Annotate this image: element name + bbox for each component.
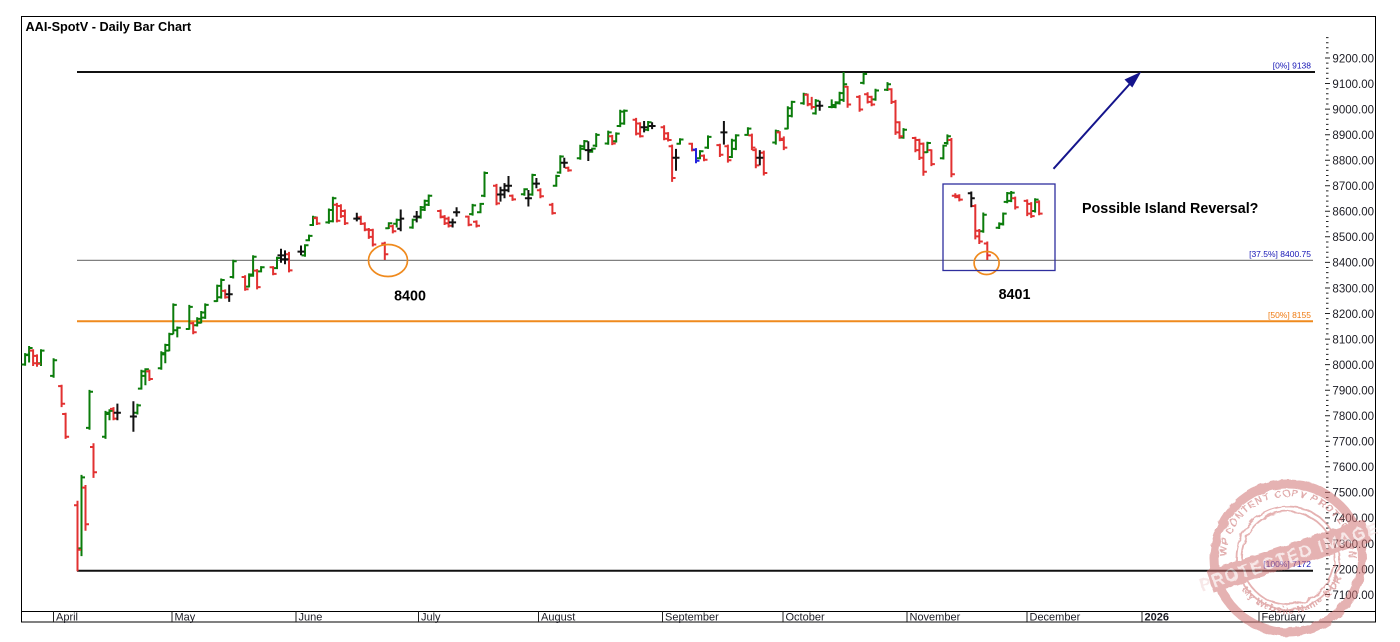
svg-text:December: December [1030,612,1081,624]
svg-text:February: February [1262,612,1307,624]
svg-text:8400.00: 8400.00 [1332,258,1374,270]
svg-text:My Website Name & URL Here: My Website Name & URL Here [0,0,1344,617]
svg-text:7500.00: 7500.00 [1332,488,1374,500]
svg-text:8600.00: 8600.00 [1332,207,1374,219]
svg-text:7900.00: 7900.00 [1332,386,1374,398]
svg-text:July: July [421,612,441,624]
svg-text:8700.00: 8700.00 [1332,181,1374,193]
svg-text:Possible Island Reversal?: Possible Island Reversal? [1082,201,1258,217]
svg-text:8900.00: 8900.00 [1332,130,1374,142]
svg-text:[37.5%] 8400.75: [37.5%] 8400.75 [1249,249,1311,259]
svg-text:8200.00: 8200.00 [1332,309,1374,321]
svg-text:October: October [786,612,825,624]
svg-text:8300.00: 8300.00 [1332,283,1374,295]
svg-text:[50%] 8155: [50%] 8155 [1268,310,1311,320]
svg-text:April: April [56,612,78,624]
svg-text:8400: 8400 [394,289,426,305]
svg-text:8000.00: 8000.00 [1332,360,1374,372]
svg-text:9000.00: 9000.00 [1332,104,1374,116]
svg-text:7800.00: 7800.00 [1332,411,1374,423]
svg-text:8100.00: 8100.00 [1332,334,1374,346]
svg-text:8401: 8401 [999,287,1031,303]
svg-text:9100.00: 9100.00 [1332,79,1374,91]
svg-text:November: November [910,612,961,624]
svg-text:AAI-SpotV - Daily Bar Chart: AAI-SpotV - Daily Bar Chart [26,20,192,34]
svg-text:WP CONTENT COPY PROTECTION PLU: WP CONTENT COPY PROTECTION PLUGIN [0,0,1357,560]
svg-text:7700.00: 7700.00 [1332,437,1374,449]
svg-text:8500.00: 8500.00 [1332,232,1374,244]
svg-text:August: August [541,612,575,624]
svg-text:June: June [299,612,323,624]
svg-text:8800.00: 8800.00 [1332,156,1374,168]
svg-text:2026: 2026 [1145,612,1169,624]
svg-text:May: May [175,612,196,624]
svg-text:[0%] 9138: [0%] 9138 [1273,61,1312,71]
svg-text:9200.00: 9200.00 [1332,53,1374,65]
svg-text:7600.00: 7600.00 [1332,462,1374,474]
svg-text:September: September [665,612,719,624]
